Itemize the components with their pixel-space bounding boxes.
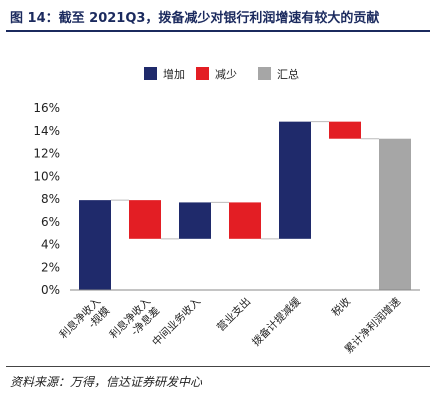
bar-中间业务收入	[179, 202, 211, 239]
bar-利息净收入-规模	[79, 200, 111, 290]
legend-label: 减少	[215, 68, 237, 81]
chart-title: 图 14：截至 2021Q3，拨备减少对银行利润增速有较大的贡献	[10, 11, 380, 26]
y-tick-label: 16%	[33, 101, 60, 115]
legend-swatch-增加	[144, 67, 157, 80]
y-tick-label: 12%	[33, 147, 60, 161]
x-tick-label: 拨备计提减缓	[249, 295, 303, 349]
waterfall-chart: 增加 减少 汇总 0%2%4%6%8%10%12%14%16% 利息净收入-规模利息…	[33, 67, 420, 356]
legend-swatch-减少	[196, 67, 209, 80]
legend-label: 汇总	[277, 67, 299, 81]
x-tick-label-group: 营业支出	[214, 295, 253, 334]
y-tick-label: 14%	[33, 124, 60, 138]
bar-营业支出	[229, 202, 261, 239]
bars	[79, 121, 411, 290]
source-note: 资料来源：万得，信达证券研发中心	[10, 375, 203, 389]
x-tick-label: 税收	[329, 295, 353, 319]
bar-利息净收入-净息差	[129, 200, 161, 239]
legend-swatch-汇总	[258, 67, 271, 80]
bar-拨备计提减缓	[279, 121, 311, 239]
legend-label: 增加	[163, 67, 185, 81]
x-tick-label-group: 税收	[329, 295, 353, 319]
source-rule	[6, 366, 430, 367]
x-tick-label: 营业支出	[214, 295, 253, 334]
y-axis: 0% 2% 4% 6% 8% 10% 12% 14% 16%	[33, 101, 60, 297]
x-tick-label-group: 中间业务收入	[149, 295, 203, 349]
y-tick-label: 10%	[33, 169, 60, 183]
y-tick-label: 8%	[41, 192, 60, 206]
legend: 增加 减少 汇总	[144, 67, 299, 81]
x-tick-label: 中间业务收入	[149, 295, 203, 349]
bar-税收	[329, 121, 361, 139]
bar-累计净利润增速	[379, 138, 411, 290]
x-tick-label-group: 拨备计提减缓	[249, 295, 303, 349]
y-tick-label: 6%	[41, 215, 60, 229]
y-tick-label: 4%	[41, 238, 60, 252]
x-tick-label-group: 利息净收入-规模	[57, 295, 113, 342]
y-tick-label: 2%	[41, 260, 60, 274]
y-tick-label: 0%	[41, 283, 60, 297]
title-rule	[6, 30, 430, 32]
